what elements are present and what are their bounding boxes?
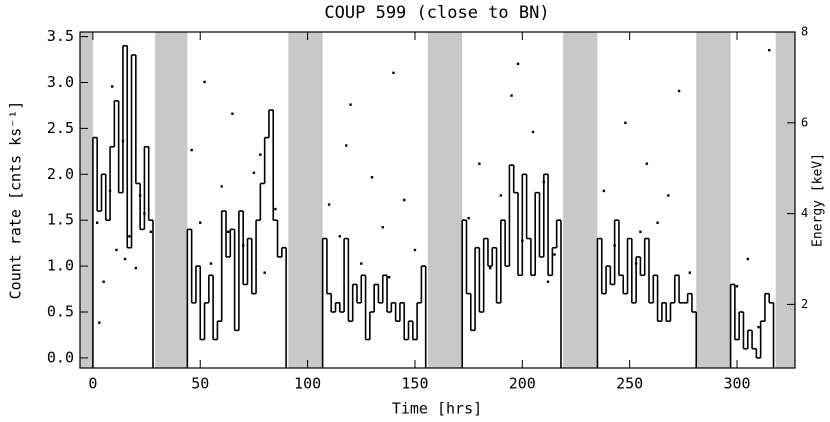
data-gap	[696, 32, 731, 368]
data-gap	[80, 32, 93, 368]
photon-point	[220, 185, 223, 188]
photon-point	[199, 221, 202, 224]
y2-tick-label: 8	[801, 25, 808, 39]
photon-point	[149, 230, 153, 233]
photon-point	[231, 112, 234, 115]
photon-point	[121, 139, 125, 143]
photon-point	[360, 262, 363, 265]
x-tick-label: 200	[509, 375, 536, 393]
photon-point	[478, 162, 481, 165]
photon-point	[138, 194, 142, 197]
photon-point	[667, 194, 670, 197]
plot-frame	[79, 31, 796, 369]
data-gap	[155, 32, 188, 368]
y2-tick-label: 4	[801, 206, 808, 220]
y-tick-label: 2.5	[47, 119, 74, 137]
photon-point	[656, 221, 659, 224]
x-tick-label: 100	[294, 375, 321, 393]
photon-point	[115, 248, 118, 252]
photon-point	[143, 212, 146, 215]
photon-point	[392, 71, 395, 75]
data-gap	[563, 32, 598, 368]
photon-point	[467, 216, 470, 220]
photon-point	[602, 189, 606, 193]
photon-point	[634, 262, 638, 265]
photon-point	[263, 271, 266, 274]
photon-point	[499, 194, 503, 197]
photon-point	[203, 80, 206, 84]
photon-point	[413, 248, 417, 252]
photon-point	[757, 325, 760, 329]
photon-point	[241, 244, 245, 247]
photon-point	[98, 321, 101, 324]
x-tick-label: 0	[88, 375, 97, 393]
photon-point	[488, 266, 492, 270]
photon-point	[639, 230, 642, 233]
y2-axis-label: Energy [keV]	[811, 153, 826, 247]
x-tick-label: 250	[616, 375, 643, 393]
photon-point	[108, 189, 112, 193]
x-axis-label: Time [hrs]	[392, 400, 482, 418]
photon-point	[370, 176, 374, 179]
data-gap	[427, 32, 463, 368]
photon-point	[403, 198, 406, 202]
photon-point	[542, 180, 545, 184]
photon-point	[516, 62, 520, 65]
photon-point	[521, 239, 524, 243]
x-tick-label: 50	[191, 375, 209, 393]
y-tick-label: 0.0	[47, 348, 74, 366]
photon-point	[259, 153, 262, 156]
photon-point	[387, 275, 391, 279]
photon-point	[553, 253, 556, 256]
photon-point	[613, 244, 616, 247]
photon-point	[688, 271, 691, 274]
photon-point	[134, 266, 138, 270]
photon-point	[274, 207, 277, 211]
photon-point	[624, 121, 627, 125]
y-tick-label: 3.5	[47, 27, 74, 45]
y-tick-label: 1.5	[47, 211, 74, 229]
photon-point	[111, 85, 114, 88]
photon-point	[746, 257, 749, 261]
photon-point	[209, 262, 213, 265]
data-gap	[775, 32, 795, 368]
photon-point	[677, 89, 681, 93]
x-tick-label: 150	[401, 375, 428, 393]
photon-point	[381, 226, 384, 229]
photon-point	[735, 285, 739, 288]
y-tick-label: 2.0	[47, 165, 74, 183]
photon-point	[95, 221, 99, 224]
photon-point	[645, 162, 649, 165]
photon-point	[349, 103, 352, 106]
y-axis-label: Count rate [cnts ks⁻¹]	[7, 101, 25, 300]
photon-point	[226, 230, 230, 233]
y2-tick-label: 2	[801, 297, 808, 311]
photon-point	[190, 148, 193, 152]
y-tick-label: 1.0	[47, 257, 74, 275]
photon-point	[768, 48, 771, 52]
chart-title: COUP 599 (close to BN)	[324, 3, 549, 23]
photon-point	[128, 235, 131, 238]
y2-tick-label: 6	[801, 115, 808, 129]
photon-point	[531, 130, 535, 134]
photon-point	[338, 235, 342, 238]
y-tick-label: 0.5	[47, 303, 74, 321]
data-gap	[288, 32, 323, 368]
y-tick-label: 3.0	[47, 73, 74, 91]
photon-point	[102, 280, 105, 283]
photon-point	[252, 171, 256, 174]
x-tick-label: 300	[723, 375, 750, 393]
photon-point	[345, 144, 348, 147]
photon-point	[546, 280, 550, 283]
photon-point	[510, 94, 513, 97]
photon-point	[123, 257, 127, 261]
photon-point	[327, 203, 331, 206]
